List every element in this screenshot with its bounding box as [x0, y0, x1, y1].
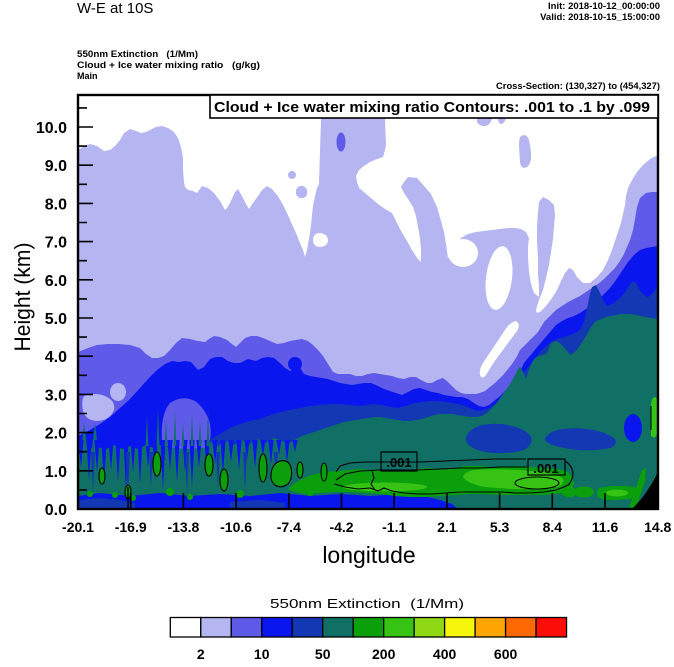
svg-text:550nm Extinction (1/Mm): 550nm Extinction (1/Mm) — [270, 596, 464, 611]
svg-text:Main: Main — [77, 71, 98, 81]
svg-text:Cloud + Ice water mixing ratio: Cloud + Ice water mixing ratio Contours:… — [214, 99, 650, 116]
svg-text:2.0: 2.0 — [45, 426, 67, 443]
svg-text:9.0: 9.0 — [45, 158, 67, 175]
svg-text:5.0: 5.0 — [45, 311, 67, 328]
svg-text:Cross-Section: (130,327) to (4: Cross-Section: (130,327) to (454,327) — [496, 81, 660, 91]
svg-text:-4.2: -4.2 — [329, 519, 353, 535]
svg-text:0.0: 0.0 — [45, 502, 67, 519]
svg-text:Init: 2018-10-12_00:00:00: Init: 2018-10-12_00:00:00 — [548, 1, 660, 12]
svg-text:10: 10 — [254, 646, 270, 662]
svg-text:2: 2 — [197, 646, 205, 662]
svg-text:2.1: 2.1 — [437, 519, 457, 535]
svg-text:14.8: 14.8 — [644, 519, 671, 535]
svg-text:200: 200 — [372, 646, 396, 662]
svg-text:8.4: 8.4 — [543, 519, 563, 535]
svg-text:550nm Extinction (1/Mm): 550nm Extinction (1/Mm) — [77, 49, 198, 59]
svg-text:W-E at 10S: W-E at 10S — [77, 0, 153, 17]
svg-text:11.6: 11.6 — [592, 519, 619, 535]
svg-text:400: 400 — [433, 646, 457, 662]
svg-text:8.0: 8.0 — [45, 196, 67, 213]
svg-text:-10.6: -10.6 — [220, 519, 252, 535]
svg-text:5.3: 5.3 — [490, 519, 510, 535]
svg-text:50: 50 — [315, 646, 331, 662]
svg-text:.001: .001 — [386, 455, 411, 470]
svg-text:Cloud + Ice water mixing ratio: Cloud + Ice water mixing ratio (g/kg) — [77, 60, 260, 70]
svg-text:3.0: 3.0 — [45, 387, 67, 404]
svg-text:600: 600 — [494, 646, 518, 662]
svg-text:-16.9: -16.9 — [115, 519, 147, 535]
svg-text:10.0: 10.0 — [36, 120, 67, 137]
svg-text:-7.4: -7.4 — [277, 519, 301, 535]
svg-text:-1.1: -1.1 — [382, 519, 406, 535]
svg-text:longitude: longitude — [322, 542, 415, 568]
svg-text:6.0: 6.0 — [45, 273, 67, 290]
svg-text:.001: .001 — [533, 461, 558, 476]
svg-text:Height (km): Height (km) — [10, 243, 35, 352]
svg-text:-20.1: -20.1 — [62, 519, 94, 535]
svg-text:7.0: 7.0 — [45, 235, 67, 252]
svg-text:1.0: 1.0 — [45, 464, 67, 481]
svg-text:Valid: 2018-10-15_15:00:00: Valid: 2018-10-15_15:00:00 — [540, 12, 660, 23]
svg-text:4.0: 4.0 — [45, 349, 67, 366]
svg-text:-13.8: -13.8 — [167, 519, 199, 535]
